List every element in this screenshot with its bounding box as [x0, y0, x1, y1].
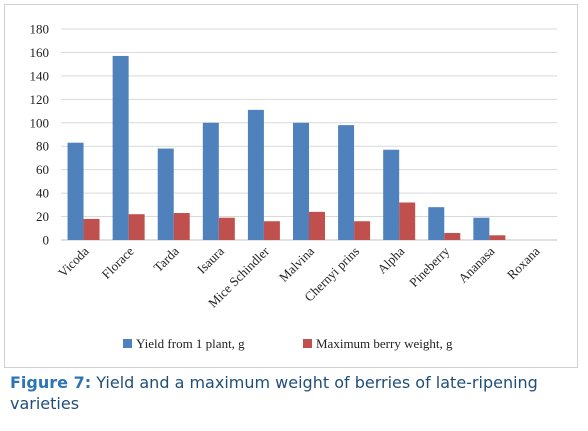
bar-berry-weight	[489, 235, 506, 240]
y-tick-label: 120	[30, 92, 50, 107]
y-tick-label: 60	[36, 162, 49, 177]
bars	[67, 55, 506, 240]
bar-berry-weight	[218, 217, 235, 240]
bar-chart: 0 20 40 60 80 100 120 140 160 180 Vicoda Florace Ta…	[30, 22, 557, 351]
legend-label: Yield from 1 plant, g	[136, 336, 245, 351]
y-axis-ticks: 0 20 40 60 80 100 120 140 160 180	[30, 22, 50, 248]
x-tick-label: Pineberry	[406, 243, 453, 290]
y-tick-label: 20	[36, 209, 49, 224]
bar-yield	[67, 142, 84, 240]
y-tick-label: 0	[43, 233, 50, 248]
bar-berry-weight	[309, 211, 325, 240]
bar-yield	[112, 55, 129, 240]
bar-berry-weight	[173, 213, 190, 240]
legend-label: Maximum berry weight, g	[316, 336, 453, 351]
bar-yield	[293, 122, 309, 240]
bar-yield	[247, 109, 264, 240]
x-tick-label: Alpha	[374, 243, 407, 276]
bar-berry-weight	[354, 221, 371, 240]
x-tick-label: Vicoda	[55, 243, 92, 280]
x-tick-label: Malvina	[276, 243, 317, 284]
chart-frame: 0 20 40 60 80 100 120 140 160 180 Vicoda Florace Ta…	[4, 4, 578, 368]
bar-yield	[383, 149, 400, 240]
x-tick-label: Ananasa	[455, 243, 497, 285]
figure-label: Figure 7:	[10, 373, 92, 392]
legend: Yield from 1 plant, g Maximum berry weigh…	[123, 336, 453, 351]
x-tick-label: Isaura	[194, 243, 227, 276]
bar-berry-weight	[128, 214, 145, 240]
bar-berry-weight	[83, 218, 100, 240]
y-tick-label: 160	[30, 45, 50, 60]
figure-caption: Figure 7: Yield and a maximum weight of …	[10, 372, 580, 414]
y-tick-label: 40	[36, 186, 49, 201]
bar-berry-weight	[263, 221, 280, 240]
x-tick-label: Florace	[99, 243, 137, 281]
y-tick-label: 180	[30, 22, 50, 37]
bar-yield	[428, 207, 445, 240]
y-tick-label: 100	[30, 115, 50, 130]
x-tick-label: Roxana	[504, 243, 543, 282]
legend-swatch	[123, 339, 132, 348]
bar-berry-weight	[399, 202, 416, 240]
y-tick-label: 80	[36, 139, 49, 154]
bar-yield	[338, 125, 355, 240]
x-tick-label: Tarda	[150, 243, 182, 275]
y-tick-label: 140	[30, 68, 50, 83]
bar-yield	[157, 148, 174, 240]
figure-caption-text: Yield and a maximum weight of berries of…	[10, 373, 538, 413]
legend-swatch	[303, 339, 312, 348]
bar-yield	[202, 122, 219, 240]
bar-berry-weight	[444, 232, 461, 240]
bar-yield	[473, 217, 490, 240]
